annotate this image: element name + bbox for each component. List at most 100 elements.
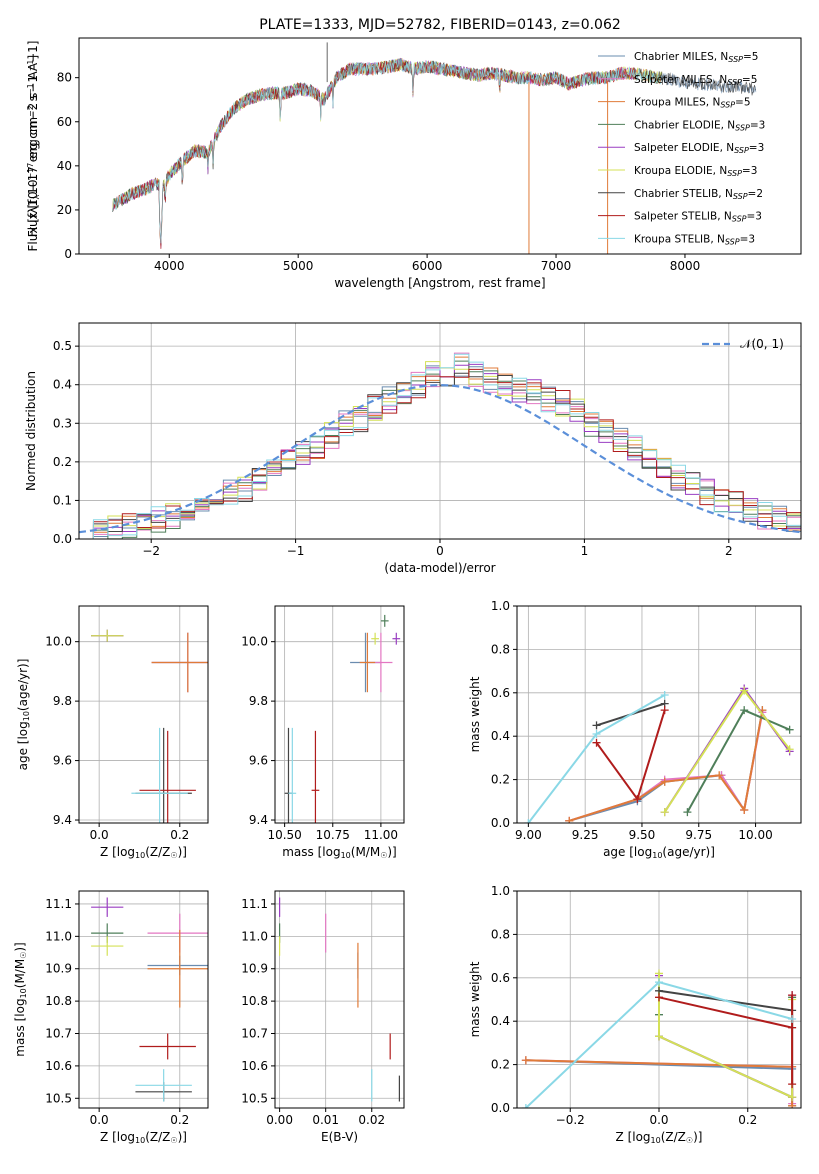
x-tick-label: 1 — [581, 544, 589, 558]
plot-area — [521, 969, 797, 1108]
weight-marker — [740, 686, 749, 695]
y-tick-label: 9.6 — [53, 754, 72, 768]
y-axis-label: Normed distribution — [24, 371, 38, 491]
x-axis-label: Z [log10(Z/Z☉)] — [100, 1130, 187, 1145]
panel-weight_vs_z: −0.2 0.0 0.2 0.0 0.2 0.4 0.6 0.8 1.0 Z [log10(Z/Z… — [468, 884, 802, 1145]
weight-line — [663, 688, 791, 813]
weight-marker — [655, 993, 663, 1002]
weight-marker — [592, 738, 601, 747]
plot-area — [524, 684, 794, 823]
weight-marker — [660, 690, 669, 699]
y-tick-label: 10.7 — [45, 1027, 72, 1041]
legend-entry: Kroupa STELIB, NSSP=3 — [634, 233, 755, 246]
x-tick-label: 9.00 — [515, 828, 542, 842]
y-tick-label: 0 — [64, 247, 72, 261]
weight-marker — [788, 1023, 797, 1032]
weight-marker — [788, 1015, 797, 1024]
x-tick-label: 8000 — [670, 259, 701, 273]
y-tick-label: 10.7 — [241, 1027, 268, 1041]
axes-frame — [516, 890, 802, 1109]
y-tick-label: 9.8 — [249, 694, 268, 708]
spectrum-line — [112, 57, 663, 244]
x-tick-label: 10.75 — [316, 828, 350, 842]
weight-marker — [788, 1093, 797, 1102]
y-tick-label: 0.0 — [53, 532, 72, 546]
x-tick-label: 5000 — [283, 259, 314, 273]
y-tick-label: 20 — [57, 203, 72, 217]
y-tick-label: 60 — [57, 115, 72, 129]
x-tick-label: 0.2 — [738, 1113, 757, 1127]
y-tick-label: 10.6 — [241, 1059, 268, 1073]
y-tick-label: 10.9 — [45, 962, 72, 976]
x-tick-label: 4000 — [154, 259, 185, 273]
y-tick-label: 1.0 — [491, 599, 510, 613]
y-tick-label: 40 — [57, 159, 72, 173]
weight-marker — [683, 808, 692, 817]
x-tick-label: −2 — [142, 544, 160, 558]
x-axis-label: age [log10(age/yr)] — [603, 845, 715, 860]
x-tick-label: 10.50 — [267, 828, 301, 842]
x-axis-label: wavelength [Angstrom, rest frame] — [334, 276, 545, 290]
y-tick-label: 0.0 — [491, 1101, 510, 1115]
weight-line — [658, 995, 794, 1085]
histogram-step — [79, 360, 801, 539]
legend-entry: Salpeter STELIB, NSSP=3 — [634, 211, 762, 224]
axes-frame — [78, 605, 209, 824]
x-tick-label: 0.02 — [358, 1113, 385, 1127]
panel-age_vs_mass: 10.50 10.75 11.00 9.4 9.6 9.8 10.0 mass [log10(… — [241, 605, 405, 860]
x-tick-label: 10.00 — [738, 828, 772, 842]
x-tick-label: 6000 — [412, 259, 443, 273]
axes-frame — [274, 890, 405, 1109]
y-tick-label: 0.1 — [53, 493, 72, 507]
y-tick-label: 0.2 — [491, 1058, 510, 1072]
gaussian-curve — [79, 383, 801, 534]
weight-marker — [521, 1104, 530, 1108]
x-tick-label: 0.0 — [649, 1113, 668, 1127]
weight-marker — [660, 777, 669, 786]
y-tick-label: 10.5 — [241, 1091, 268, 1105]
x-tick-label: 0 — [436, 544, 444, 558]
legend-entry: Salpeter ELODIE, NSSP=3 — [634, 142, 764, 155]
legend-entry: Chabrier ELODIE, NSSP=3 — [634, 119, 765, 132]
legend-entry: Salpeter MILES, NSSP=5 — [634, 74, 757, 87]
weight-marker — [592, 721, 601, 730]
weight-marker — [660, 808, 669, 817]
y-tick-label: 10.8 — [45, 994, 72, 1008]
y-tick-label: 11.0 — [45, 929, 72, 943]
x-tick-label: 9.75 — [685, 828, 712, 842]
y-tick-label: 80 — [57, 71, 72, 85]
y-tick-label: 10.8 — [241, 994, 268, 1008]
x-tick-label: 9.25 — [572, 828, 599, 842]
x-axis-label: Z [log10(Z/Z☉)] — [100, 845, 187, 860]
plot-area — [112, 42, 757, 254]
x-axis-label: (data-model)/error — [384, 561, 495, 575]
panel-age_vs_z: 0.0 0.2 9.4 9.6 9.8 10.0 Z [log10(Z/Z☉)] age [l… — [16, 605, 209, 860]
weight-marker — [633, 795, 642, 804]
legend: Chabrier MILES, NSSP=5 Salpeter MILES, NS… — [598, 51, 765, 246]
y-tick-label: 10.6 — [45, 1059, 72, 1073]
y-axis-label: mass [log10(M/M☉)] — [13, 942, 28, 1057]
weight-marker — [785, 725, 794, 734]
y-tick-label: 11.1 — [241, 897, 268, 911]
x-axis-label: Z [log10(Z/Z☉)] — [616, 1130, 703, 1145]
y-tick-label: 10.5 — [45, 1091, 72, 1105]
legend-entry: Chabrier STELIB, NSSP=2 — [634, 188, 763, 201]
y-tick-label: 0.8 — [491, 642, 510, 656]
x-tick-label: 0.2 — [170, 1113, 189, 1127]
weight-marker — [788, 1080, 797, 1089]
legend-entry: Kroupa ELODIE, NSSP=3 — [634, 165, 757, 178]
y-tick-label: 0.8 — [491, 927, 510, 941]
axes-frame — [78, 37, 802, 255]
y-tick-label: 0.3 — [53, 416, 72, 430]
axes-frame — [516, 605, 802, 824]
weight-line — [527, 694, 666, 823]
x-tick-label: −1 — [287, 544, 305, 558]
weight-marker — [524, 819, 533, 823]
histogram-step — [79, 361, 801, 539]
y-tick-label: 0.5 — [53, 339, 72, 353]
x-tick-label: 0.00 — [266, 1113, 293, 1127]
y-tick-label: 0.2 — [53, 455, 72, 469]
weight-marker — [715, 771, 724, 780]
plot-area — [79, 352, 801, 539]
